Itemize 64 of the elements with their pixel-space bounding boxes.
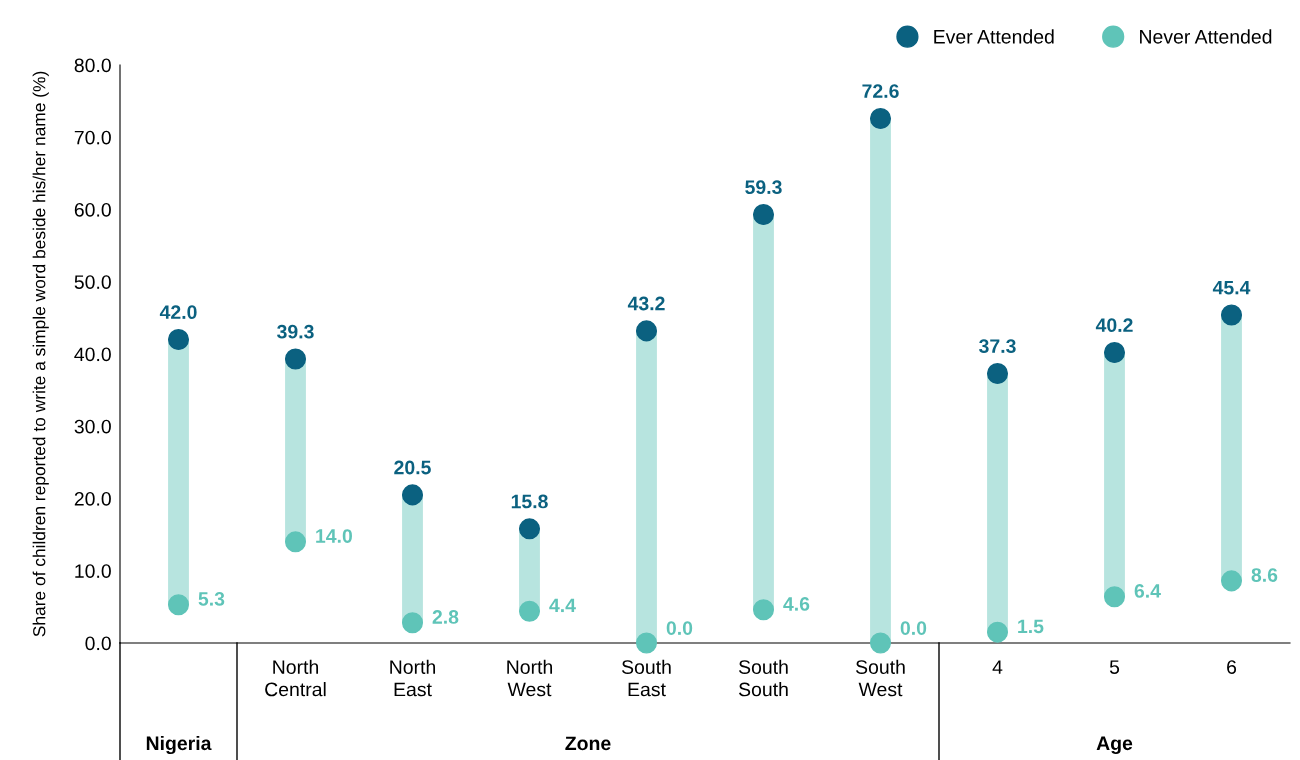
point [869, 107, 892, 129]
x-tick-label: 5 [1109, 660, 1120, 674]
x-tick-label: 4 [992, 660, 1003, 674]
data-label: 37.3 [979, 339, 1016, 354]
x-tick-label: South East [621, 659, 671, 697]
point [401, 484, 424, 506]
y-tick-label: 10.0 [75, 564, 111, 578]
data-label: 39.3 [277, 324, 314, 339]
point [518, 600, 541, 622]
data-label: 4.4 [549, 598, 576, 613]
data-label: 20.5 [394, 460, 431, 475]
y-tick-label: 50.0 [74, 275, 111, 289]
data-label: 59.3 [745, 180, 782, 195]
point [869, 632, 892, 654]
y-axis-title: Share of children reported to write a simple word beside his/her name (%) [32, 71, 49, 637]
point [752, 599, 775, 621]
text: Nigeria [146, 735, 212, 755]
point [986, 362, 1009, 385]
x-tick-label: 6 [1227, 660, 1237, 674]
data-label: 0.0 [900, 621, 927, 635]
point [1220, 304, 1243, 326]
x-tick-label: North West [507, 659, 553, 697]
data-label: 0.0 [666, 621, 693, 635]
point [518, 518, 541, 540]
point [167, 594, 190, 616]
text: Age [1096, 736, 1133, 755]
x-tick-label: North East [390, 659, 436, 697]
data-label: 5.3 [198, 591, 225, 606]
data-label: 45.4 [1212, 280, 1251, 295]
text: Zone [565, 736, 611, 751]
data-label: 14.0 [316, 529, 352, 543]
data-label: 43.2 [627, 296, 665, 311]
data-label: 6.4 [1134, 584, 1161, 598]
y-tick-label: 20.0 [74, 491, 111, 506]
y-tick-label: 60.0 [74, 202, 111, 217]
point [284, 531, 307, 553]
data-label: 72.6 [862, 84, 899, 98]
data-label: 2.8 [432, 610, 459, 624]
point [986, 621, 1009, 643]
y-tick-label: 0.0 [85, 636, 111, 651]
point [752, 204, 775, 226]
legend-label: Ever Attended [934, 29, 1054, 44]
point [401, 612, 424, 634]
point [284, 348, 307, 370]
legend-label: Never Attended [1140, 29, 1272, 44]
x-tick-label: South South [738, 659, 788, 697]
data-label: 8.6 [1251, 568, 1278, 582]
point [635, 632, 658, 654]
data-label: 40.2 [1095, 318, 1133, 333]
data-label: 1.5 [1018, 619, 1044, 634]
y-tick-label: 80.0 [74, 58, 111, 73]
data-label: 15.8 [511, 494, 548, 509]
point [1103, 342, 1126, 364]
point [1103, 586, 1126, 608]
y-tick-label: 30.0 [74, 419, 111, 434]
point [635, 320, 658, 342]
x-tick-label: North Central [265, 659, 326, 697]
y-tick-label: 70.0 [74, 130, 111, 145]
point [1220, 570, 1243, 592]
data-label: 42.0 [159, 305, 197, 320]
data-label: 4.6 [783, 597, 810, 611]
point [167, 329, 190, 351]
y-tick-label: 40.0 [74, 347, 111, 362]
x-tick-label: South West [855, 659, 905, 697]
